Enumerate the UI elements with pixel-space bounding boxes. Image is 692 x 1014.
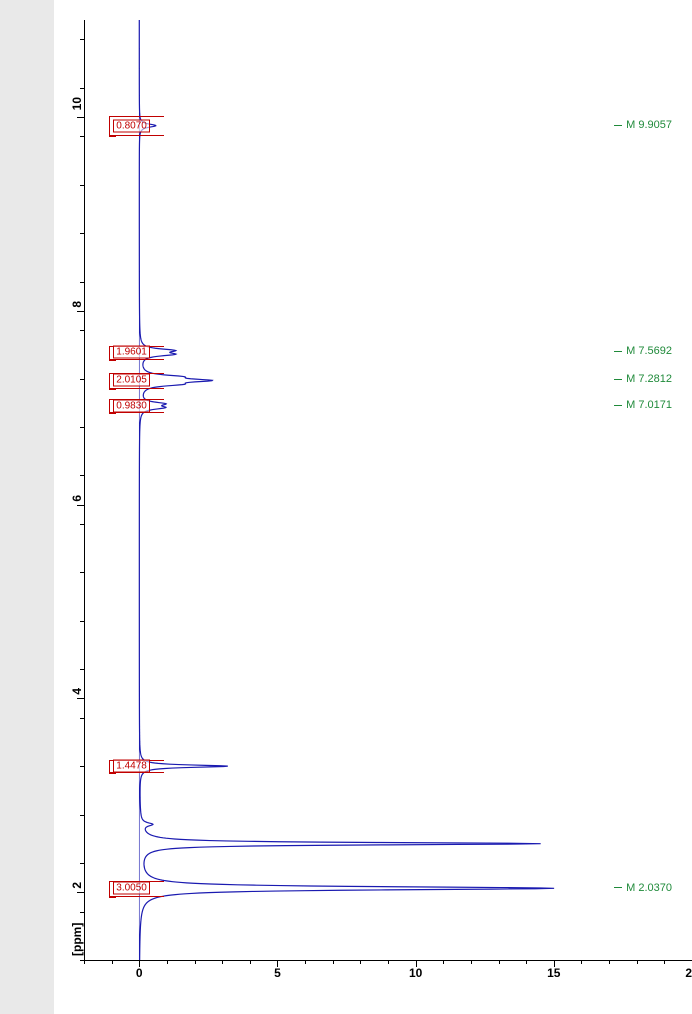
integral-label: 0.9830 (113, 399, 150, 412)
spectrum-path (139, 20, 554, 960)
peak-label-dash (614, 887, 622, 888)
y-tick-label: 10 (70, 97, 84, 110)
x-minor-tick (305, 960, 306, 964)
integral-label: 1.9601 (113, 346, 150, 359)
peak-label-dash (614, 125, 622, 126)
integral-cap (109, 135, 164, 136)
y-tick-label: 4 (70, 688, 84, 695)
x-minor-tick (112, 960, 113, 964)
integral-cap (109, 116, 164, 117)
x-minor-tick (443, 960, 444, 964)
x-minor-tick (471, 960, 472, 964)
x-tick-label: 0 (136, 966, 143, 980)
x-minor-tick (499, 960, 500, 964)
peak-label: M 7.2812 (614, 373, 672, 385)
peak-label-text: M 7.0171 (626, 399, 672, 411)
x-minor-tick (581, 960, 582, 964)
integral-cap (109, 896, 164, 897)
x-tick-label: 10 (409, 966, 422, 980)
x-minor-tick (609, 960, 610, 964)
spectrum-trace (84, 20, 692, 960)
x-tick-label: 5 (274, 966, 281, 980)
peak-label-dash (614, 405, 622, 406)
integral-label: 0.8070 (113, 119, 150, 132)
y-tick (77, 311, 84, 312)
integral-cap (109, 388, 164, 389)
integral-cap (109, 412, 164, 413)
y-tick-label: 2 (70, 882, 84, 889)
nmr-plot: 05101520 246810 [ppm] M 9.9057M 7.5692M … (84, 20, 692, 960)
x-minor-tick (360, 960, 361, 964)
integral-label: 2.0105 (113, 374, 150, 387)
y-minor-tick (80, 960, 84, 961)
integral-label: 1.4478 (113, 760, 150, 773)
x-minor-tick (84, 960, 85, 964)
x-minor-tick (195, 960, 196, 964)
y-tick-label: 8 (70, 301, 84, 308)
y-tick (77, 117, 84, 118)
peak-label-text: M 2.0370 (626, 882, 672, 894)
y-tick (77, 505, 84, 506)
x-minor-tick (222, 960, 223, 964)
peak-label-dash (614, 351, 622, 352)
integral-label: 3.0050 (113, 882, 150, 895)
integral-cap (109, 359, 164, 360)
x-tick-label: 15 (547, 966, 560, 980)
peak-label: M 9.9057 (614, 119, 672, 131)
peak-label-text: M 9.9057 (626, 119, 672, 131)
y-tick (77, 698, 84, 699)
x-tick-label: 20 (685, 966, 692, 980)
x-minor-tick (388, 960, 389, 964)
x-minor-tick (333, 960, 334, 964)
x-minor-tick (637, 960, 638, 964)
peak-label: M 7.5692 (614, 345, 672, 357)
page-background: 0 5 10 15 20 2 4 6 8 10 [ppm] M 9.9057 M 7.5692 M … (54, 0, 692, 1014)
y-axis-unit: [ppm] (70, 923, 84, 956)
y-tick (77, 892, 84, 893)
x-minor-tick (664, 960, 665, 964)
peak-label-text: M 7.2812 (626, 373, 672, 385)
peak-label-text: M 7.5692 (626, 345, 672, 357)
peak-label: M 7.0171 (614, 399, 672, 411)
x-minor-tick (250, 960, 251, 964)
x-minor-tick (167, 960, 168, 964)
y-tick-label: 6 (70, 495, 84, 502)
peak-label: M 2.0370 (614, 882, 672, 894)
x-minor-tick (526, 960, 527, 964)
peak-label-dash (614, 379, 622, 380)
